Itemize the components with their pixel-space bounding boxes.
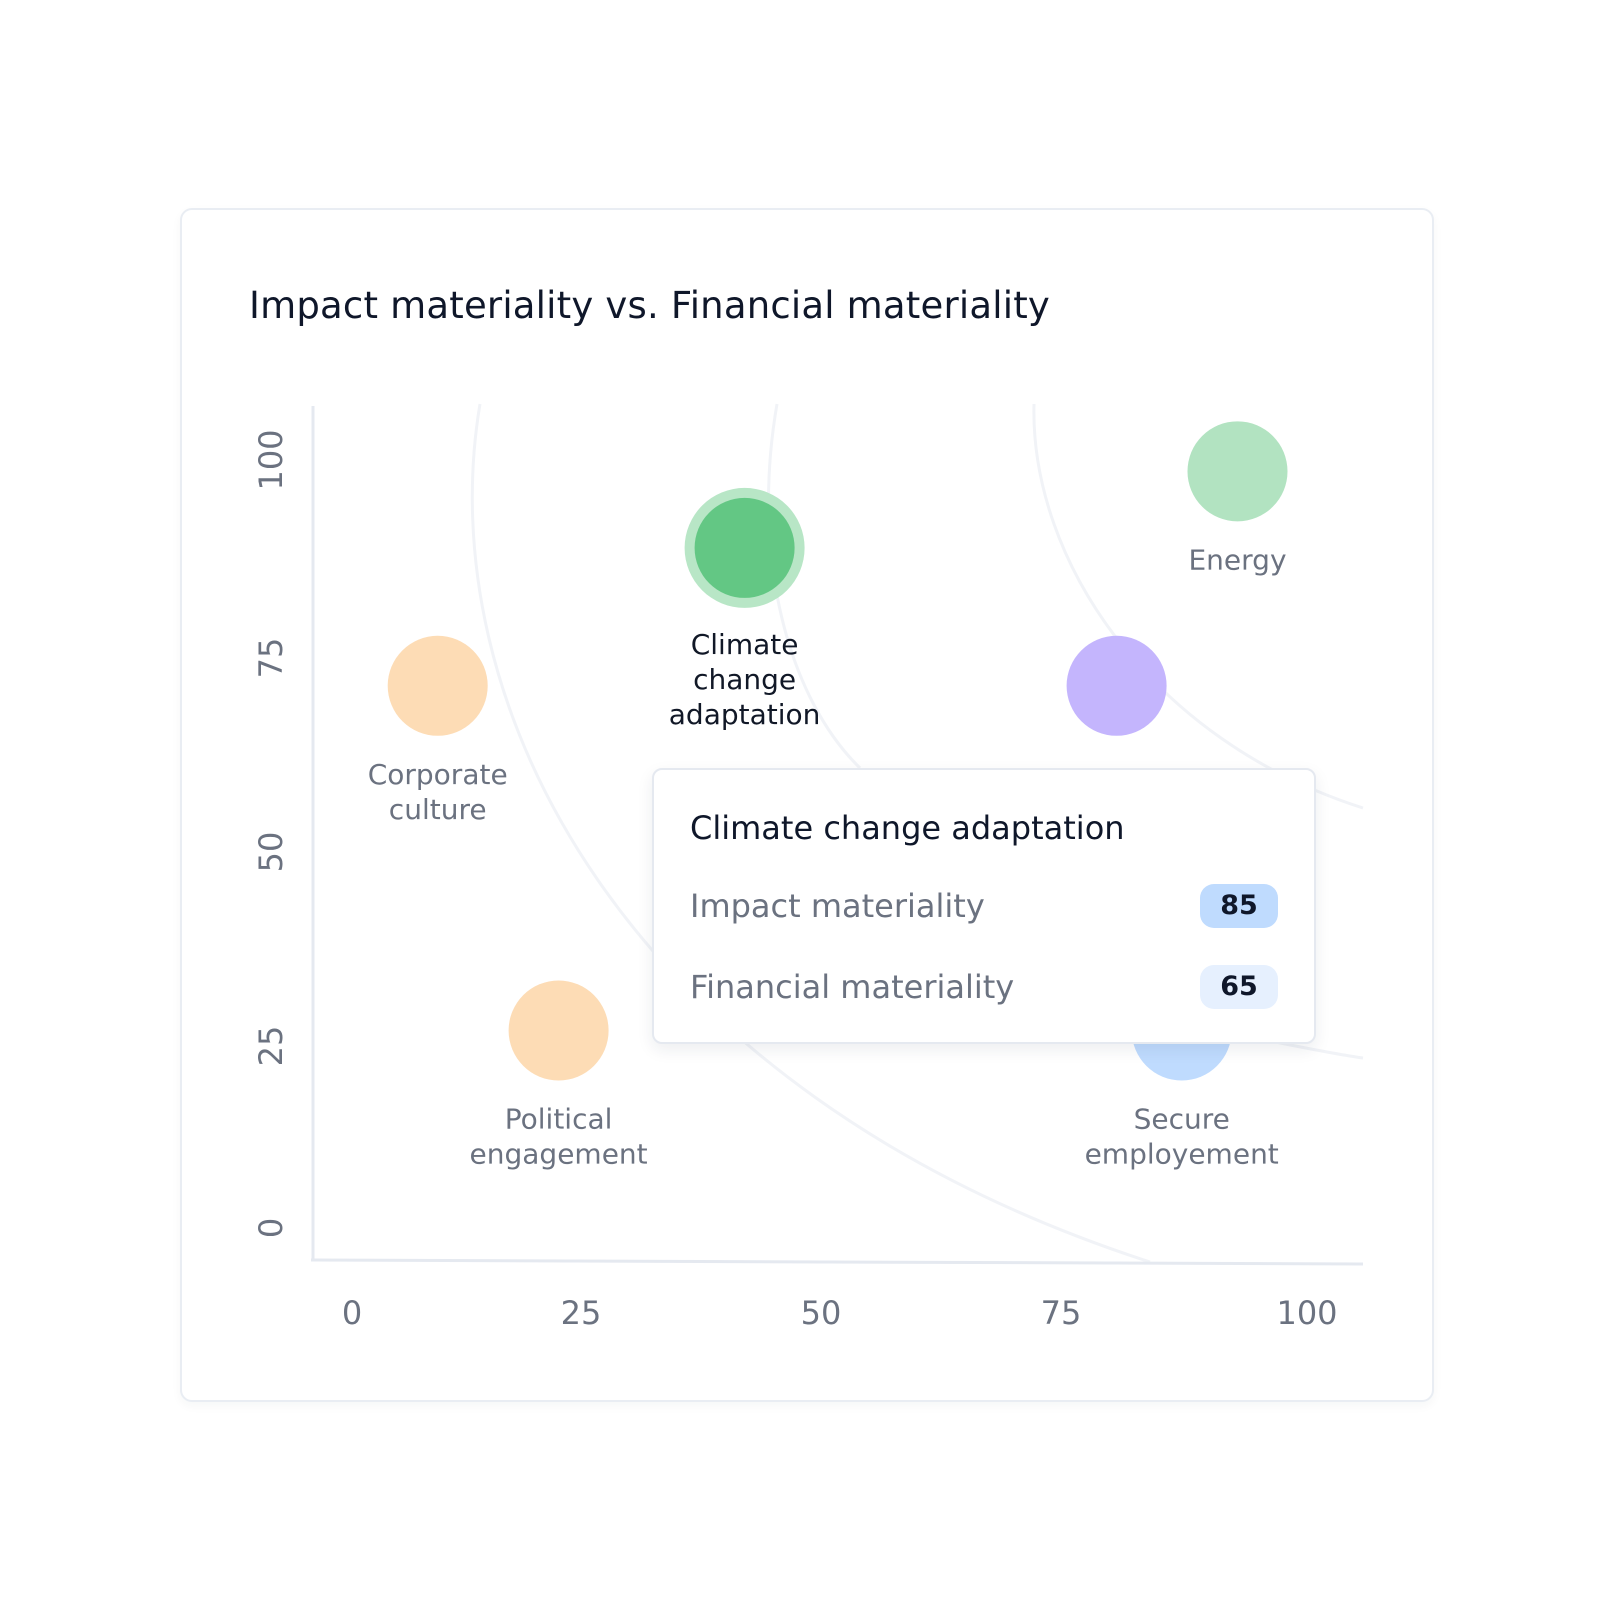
y-tick-label: 50 <box>252 832 290 873</box>
bubble-label: Secure <box>1134 1103 1230 1136</box>
background-arc <box>767 403 862 770</box>
bubble-label: change <box>693 663 796 696</box>
tooltip-row-label: Financial materiality <box>690 968 1015 1006</box>
x-tick-label: 100 <box>1276 1294 1337 1332</box>
x-tick-label: 0 <box>342 1294 362 1332</box>
bubble-label: culture <box>389 793 487 826</box>
x-axis-line <box>310 1258 1364 1266</box>
bubble-label: Energy <box>1188 543 1286 576</box>
bubble[interactable] <box>1066 635 1167 736</box>
y-tick-label: 75 <box>252 638 290 679</box>
bubble-label: employement <box>1085 1138 1279 1171</box>
chart-title: Impact materiality vs. Financial materia… <box>249 284 1050 327</box>
bubble-label: Political <box>505 1103 613 1136</box>
bubble-label: engagement <box>470 1138 648 1171</box>
x-tick-label: 50 <box>801 1294 842 1332</box>
y-tick-label: 25 <box>252 1026 290 1067</box>
tooltip-row-label: Impact materiality <box>690 887 985 925</box>
y-tick-label: 0 <box>252 1218 290 1238</box>
bubble-label: Climate <box>691 628 799 661</box>
tick-labels: 0 25 50 75 100 0 25 50 75 100 <box>252 429 1338 1332</box>
tooltip-value-badge: 65 <box>1200 965 1278 1009</box>
bubbles <box>387 421 1288 1081</box>
x-tick-label: 25 <box>561 1294 602 1332</box>
bubble[interactable] <box>694 497 795 598</box>
axes <box>310 406 1364 1266</box>
tooltip-title: Climate change adaptation <box>690 809 1125 847</box>
bubble-label: adaptation <box>669 698 821 731</box>
bubble[interactable] <box>508 980 609 1081</box>
tooltip-value-badge: 85 <box>1200 884 1278 928</box>
bubble[interactable] <box>1187 421 1288 522</box>
tooltip-row-financial: Financial materiality 65 <box>690 965 1278 1009</box>
point-tooltip: Climate change adaptation Impact materia… <box>652 768 1316 1044</box>
bubble[interactable] <box>387 635 488 736</box>
background-arc <box>470 403 1151 1264</box>
y-tick-label: 100 <box>252 429 290 490</box>
tooltip-row-impact: Impact materiality 85 <box>690 884 1278 928</box>
bubble-label: Corporate <box>368 758 508 791</box>
x-tick-label: 75 <box>1041 1294 1082 1332</box>
